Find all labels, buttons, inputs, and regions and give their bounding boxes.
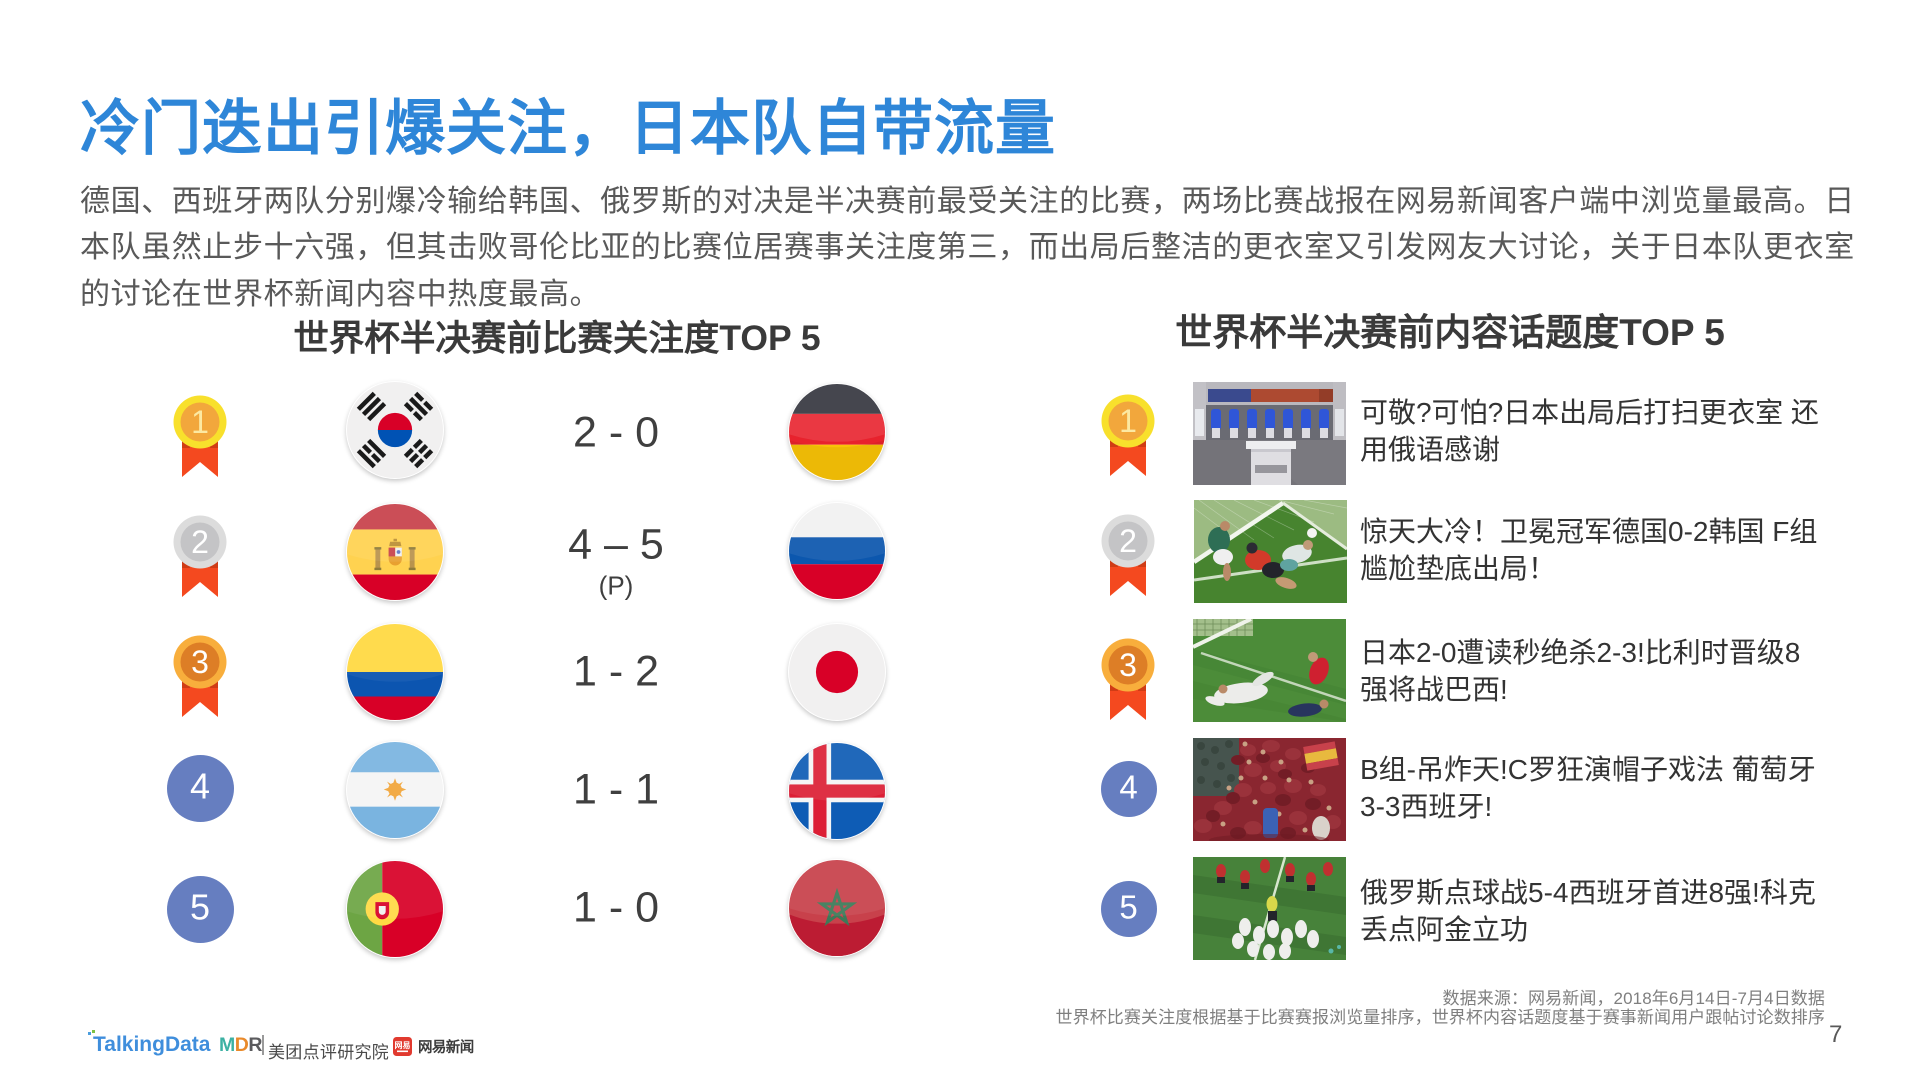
- svg-text:3: 3: [191, 644, 209, 680]
- svg-text:网易: 网易: [395, 1041, 411, 1050]
- svg-text:3: 3: [1119, 647, 1137, 683]
- svg-text:1: 1: [1119, 403, 1137, 439]
- svg-text:2: 2: [1119, 523, 1137, 559]
- svg-text:2: 2: [191, 524, 209, 560]
- svg-text:1: 1: [191, 404, 209, 440]
